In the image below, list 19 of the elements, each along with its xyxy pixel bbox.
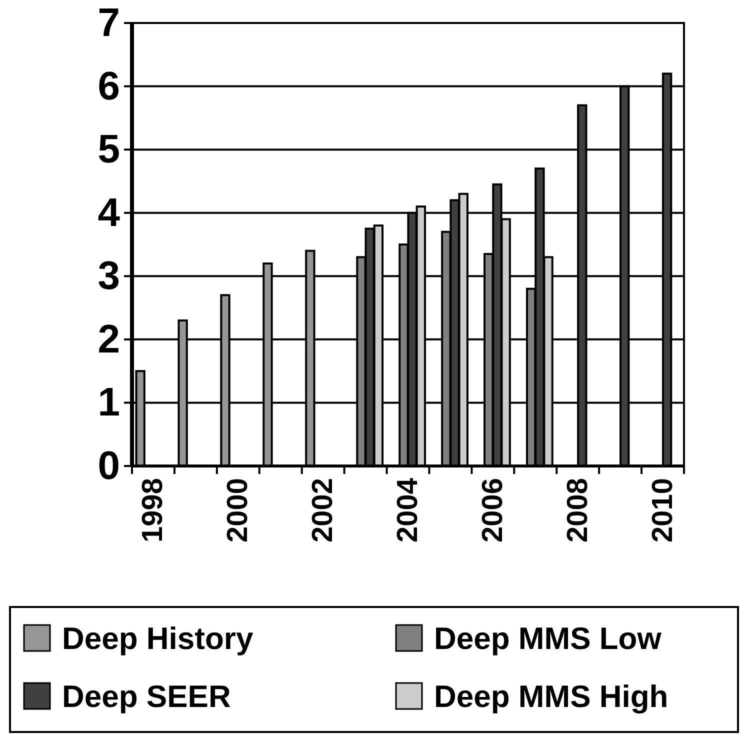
x-tick-label: 2006 [476,478,509,543]
x-tick-label: 2004 [392,478,424,543]
y-tick-label: 7 [98,1,120,45]
y-tick-label: 5 [98,128,120,172]
x-tick-label: 2000 [222,478,254,543]
y-tick-label: 0 [98,444,120,488]
x-tick-label: 2010 [646,478,679,543]
legend-label: Deep History [62,620,254,656]
y-tick-label: 3 [98,254,120,298]
x-tick-label: 2002 [307,478,340,543]
y-tick-label: 2 [98,317,120,362]
legend-label: Deep MMS High [434,678,668,714]
y-tick-label: 4 [98,190,121,235]
x-tick-label: 2008 [562,478,594,543]
legend-label: Deep MMS Low [434,620,662,656]
x-tick-label: 1998 [137,478,170,543]
y-tick-label: 6 [98,64,120,108]
y-tick-label: 1 [98,380,120,425]
legend-label: Deep SEER [62,678,231,714]
